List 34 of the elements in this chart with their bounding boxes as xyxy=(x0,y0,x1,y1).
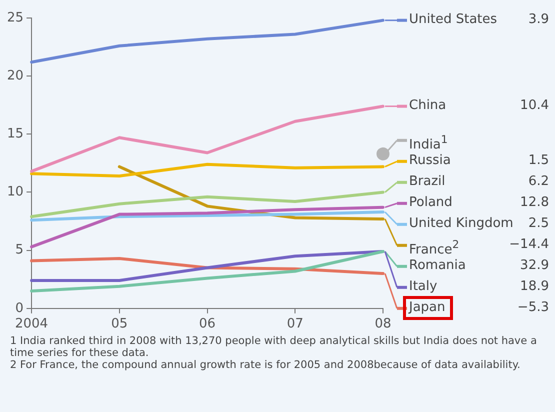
legend-label: United Kingdom xyxy=(409,215,514,234)
text: 32.9 xyxy=(520,257,549,276)
text: 1.5 xyxy=(528,152,549,170)
legend-label: United States xyxy=(409,11,498,30)
legend-label: Romania xyxy=(409,257,466,276)
text: 2 For France, the compound annual growth rate is for 2005 and 2008because of data availability. xyxy=(10,359,522,371)
legend-label: Brazil xyxy=(409,173,446,192)
y-tick-label: 15 xyxy=(6,126,24,142)
legend-label: India$^{1}$ xyxy=(409,132,448,154)
text: 12.8 xyxy=(520,194,549,212)
legend-label: China xyxy=(409,97,446,116)
x-tick-label: 06 xyxy=(199,316,216,332)
legend-label: Japan xyxy=(409,299,446,318)
text: −14.4 xyxy=(509,236,549,254)
text: 3.9 xyxy=(528,11,549,30)
x-tick-label: 08 xyxy=(374,316,392,332)
text: −5.3 xyxy=(517,299,549,318)
y-tick-label: 20 xyxy=(6,68,24,84)
legend-label: Poland xyxy=(409,194,452,212)
text: 1 India ranked third in 2008 with 13,270 people with deep analytical skills but India does not have a time series for these data. xyxy=(10,335,538,359)
x-tick-label: 05 xyxy=(111,316,128,332)
text: 10.4 xyxy=(520,97,549,116)
x-tick-label: 07 xyxy=(286,316,304,332)
x-tick-label: 2004 xyxy=(14,316,48,332)
legend-label: France$^{2}$ xyxy=(409,237,460,259)
y-tick-label: 0 xyxy=(15,300,24,316)
text: 6.2 xyxy=(528,173,549,192)
text: 2.5 xyxy=(528,215,549,234)
legend-label: Italy xyxy=(409,278,438,296)
text: 18.9 xyxy=(520,278,549,296)
legend-label: Russia xyxy=(409,152,451,170)
y-tick-label: 25 xyxy=(6,10,24,26)
y-tick-label: 10 xyxy=(6,184,24,200)
y-tick-label: 5 xyxy=(15,242,24,258)
